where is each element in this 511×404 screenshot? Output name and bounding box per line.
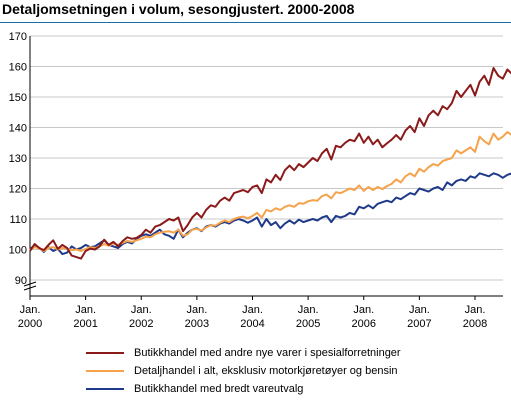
axes — [23, 36, 503, 300]
x-tick-label-month: Jan. — [186, 304, 207, 316]
y-tick-label: 110 — [9, 214, 27, 226]
y-tick-label: 150 — [9, 92, 27, 104]
chart-title: Detaljomsetningen i volum, sesongjustert… — [2, 1, 355, 17]
y-tick-label: 140 — [9, 123, 27, 135]
y-tick-label: 100 — [9, 245, 27, 257]
x-tick-label-month: Jan. — [465, 304, 486, 316]
y-tick-label: 160 — [9, 62, 27, 74]
legend-label: Butikkhandel med bredt vareutvalg — [134, 383, 304, 395]
x-tick-label-year: 2004 — [240, 318, 264, 330]
axis-break-mark — [23, 285, 37, 291]
y-tick-label: 120 — [9, 184, 27, 196]
x-tick-label-year: 2003 — [185, 318, 209, 330]
y-tick-label: 170 — [9, 31, 27, 43]
x-tick-label-month: Jan. — [409, 304, 430, 316]
x-tick-label-year: 2005 — [296, 318, 320, 330]
x-tick-label-month: Jan. — [20, 304, 41, 316]
x-tick-label-year: 2001 — [73, 318, 97, 330]
x-tick-label-year: 2008 — [463, 318, 487, 330]
legend-label: Butikkhandel med andre nye varer i spesi… — [134, 347, 401, 359]
x-tick-label-month: Jan. — [131, 304, 152, 316]
x-axis-tick-labels: Jan. 2000 Jan. 2001 Jan. 2002 Jan. 2003 Jan. 2004… — [18, 304, 487, 330]
axis-break-mark — [23, 281, 37, 287]
series-line-1 — [29, 67, 511, 260]
x-tick-label-year: 2002 — [129, 318, 153, 330]
legend-swatch — [86, 352, 124, 354]
y-axis-tick-labels: 90 100 110 120 130 140 150 160 170 — [9, 31, 27, 287]
series-line-3 — [29, 172, 511, 256]
legend-swatch — [86, 370, 124, 372]
x-tick-label-year: 2000 — [18, 318, 42, 330]
x-tick-label-year: 2007 — [407, 318, 431, 330]
y-tick-label: 90 — [15, 275, 27, 287]
title-rule — [0, 22, 511, 23]
x-tick-label-month: Jan. — [353, 304, 374, 316]
legend-swatch — [86, 388, 124, 390]
x-tick-label-month: Jan. — [298, 304, 319, 316]
x-tick-label-month: Jan. — [242, 304, 263, 316]
legend-label: Detaljhandel i alt, eksklusiv motorkjøre… — [134, 365, 398, 377]
series-lines — [29, 67, 511, 260]
y-tick-label: 130 — [9, 153, 27, 165]
x-tick-label-month: Jan. — [75, 304, 96, 316]
x-tick-label-year: 2006 — [352, 318, 376, 330]
